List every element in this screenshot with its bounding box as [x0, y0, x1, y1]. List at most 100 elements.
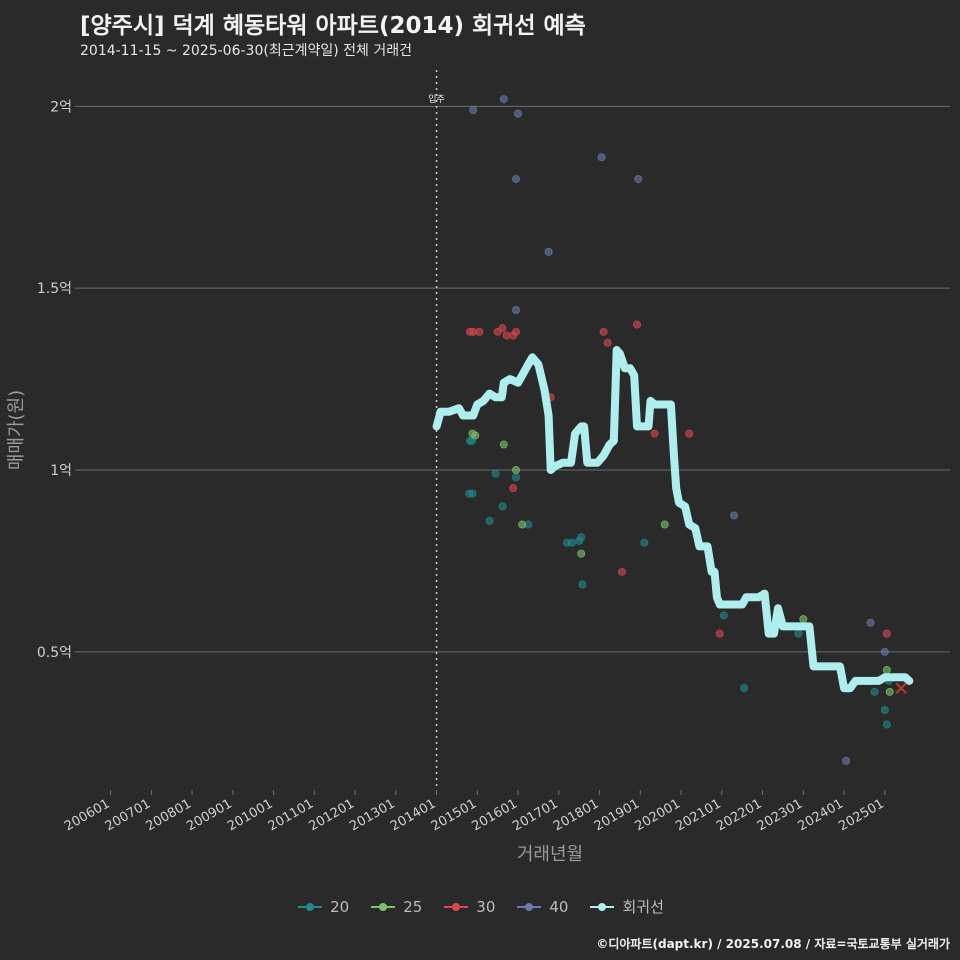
data-point-30	[603, 338, 612, 347]
legend-label: 회귀선	[622, 898, 664, 916]
x-tick-label: 202001	[633, 796, 683, 834]
legend-swatch	[515, 897, 543, 917]
latest-marker	[895, 682, 907, 694]
legend-label: 30	[476, 897, 496, 916]
data-point-20	[640, 538, 649, 547]
regression-line	[432, 346, 914, 693]
credit-text: ©디아파트(dapt.kr) / 2025.07.08 / 자료=국토교통부 실…	[596, 937, 950, 951]
x-tick-label: 201301	[347, 796, 397, 834]
data-point-20	[578, 580, 587, 589]
data-point-20	[870, 687, 879, 696]
data-point-40	[544, 247, 553, 256]
data-point-30	[650, 429, 659, 438]
y-axis-label: 매매가(원)	[6, 390, 27, 470]
data-point-40	[880, 647, 889, 656]
data-point-20	[512, 473, 521, 482]
data-point-30	[715, 629, 724, 638]
data-point-20	[577, 533, 586, 542]
latest-marker-stroke	[895, 682, 907, 694]
x-tick-label: 200601	[62, 796, 112, 834]
chart-subtitle: 2014-11-15 ~ 2025-06-30(최근계약일) 전체 거래건	[80, 43, 412, 59]
data-point-40	[512, 175, 521, 184]
x-tick-label: 200801	[144, 796, 194, 834]
data-point-20	[485, 516, 494, 525]
x-tick-label: 202501	[836, 796, 886, 834]
legend-swatch	[296, 897, 324, 917]
data-point-30	[617, 567, 626, 576]
x-tick-label: 201601	[470, 796, 520, 834]
data-point-25	[885, 687, 894, 696]
x-tick-label: 200701	[103, 796, 153, 834]
x-tick-label: 201501	[429, 796, 479, 834]
data-point-30	[882, 629, 891, 638]
data-point-25	[471, 431, 480, 440]
chart-title: [양주시] 덕계 혜동타워 아파트(2014) 회귀선 예측	[80, 13, 586, 39]
data-point-30	[509, 484, 518, 493]
data-point-40	[597, 153, 606, 162]
legend-item-20: 20	[296, 896, 349, 917]
x-axis-label: 거래년월	[517, 844, 583, 865]
data-point-30	[599, 327, 608, 336]
x-tick-label: 201801	[551, 796, 601, 834]
data-point-30	[685, 429, 694, 438]
x-tick-label: 201201	[307, 796, 357, 834]
data-point-20	[794, 629, 803, 638]
x-tick-label: 201401	[388, 796, 438, 834]
legend-swatch	[442, 897, 470, 917]
legend: 20 25 30 40 회귀선	[0, 896, 960, 917]
data-point-20	[882, 720, 891, 729]
x-tick-label: 202201	[714, 796, 764, 834]
legend-label: 25	[403, 897, 423, 916]
scatter-points	[465, 95, 894, 765]
legend-item-reg: 회귀선	[588, 896, 664, 917]
data-point-20	[719, 611, 728, 620]
data-point-40	[514, 109, 523, 118]
legend-swatch	[588, 897, 616, 917]
data-point-20	[491, 469, 500, 478]
x-tick-label: 201901	[592, 796, 642, 834]
data-point-20	[567, 538, 576, 547]
data-point-25	[577, 549, 586, 558]
data-point-20	[880, 706, 889, 715]
data-point-40	[469, 106, 478, 115]
move-in-label: 입주	[428, 93, 445, 105]
x-tick-label: 202401	[796, 796, 846, 834]
x-tick-label: 202301	[755, 796, 805, 834]
data-point-25	[512, 465, 521, 474]
x-tick-label: 201701	[510, 796, 560, 834]
legend-item-30: 30	[442, 896, 495, 917]
y-axis-ticks: 0.5억 1억 1.5억 2억	[37, 99, 80, 661]
y-tick-label: 1.5억	[37, 281, 72, 297]
data-point-40	[842, 756, 851, 765]
x-axis-ticks: 2006012007012008012009012010012011012012…	[62, 790, 887, 834]
data-point-40	[499, 95, 508, 104]
data-point-25	[518, 520, 527, 529]
data-point-40	[512, 305, 521, 314]
y-tick-label: 0.5억	[37, 645, 72, 661]
data-point-25	[660, 520, 669, 529]
legend-item-25: 25	[369, 896, 422, 917]
data-point-40	[730, 511, 739, 520]
data-point-20	[498, 502, 507, 511]
data-point-30	[475, 327, 484, 336]
data-point-30	[498, 324, 507, 333]
y-tick-label: 2억	[50, 99, 72, 115]
data-point-25	[799, 615, 808, 624]
y-tick-label: 1억	[50, 463, 72, 479]
data-point-30	[512, 327, 521, 336]
x-tick-label: 202101	[673, 796, 723, 834]
data-point-30	[633, 320, 642, 329]
legend-label: 40	[549, 897, 569, 916]
x-tick-label: 200901	[184, 796, 234, 834]
legend-item-40: 40	[515, 896, 568, 917]
data-point-40	[634, 175, 643, 184]
data-point-25	[882, 666, 891, 675]
data-point-25	[499, 440, 508, 449]
legend-swatch	[369, 897, 397, 917]
data-point-20	[740, 684, 749, 693]
data-point-40	[866, 618, 875, 627]
data-point-20	[468, 489, 477, 498]
legend-label: 20	[330, 897, 350, 916]
x-tick-label: 201001	[225, 796, 275, 834]
